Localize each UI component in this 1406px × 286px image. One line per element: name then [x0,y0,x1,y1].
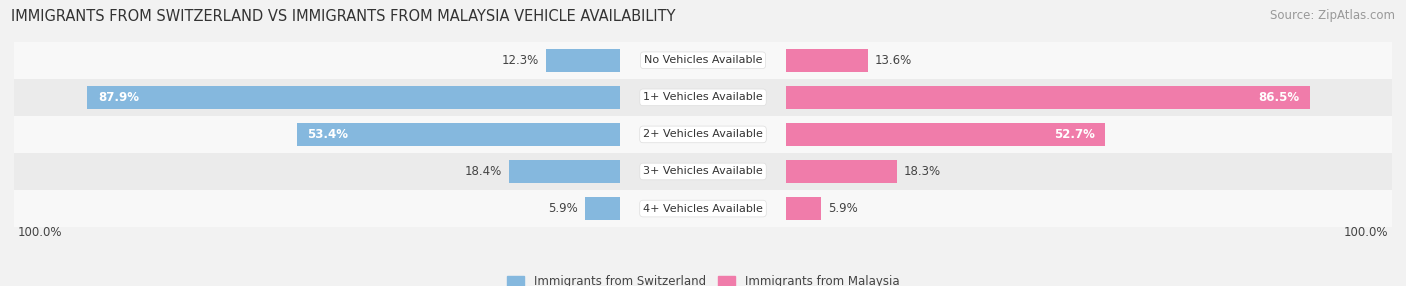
Text: 4+ Vehicles Available: 4+ Vehicles Available [643,204,763,214]
Bar [786,123,1105,146]
Text: 53.4%: 53.4% [307,128,347,141]
Text: 5.9%: 5.9% [548,202,578,215]
Bar [786,86,1310,109]
Bar [786,49,868,72]
Text: Source: ZipAtlas.com: Source: ZipAtlas.com [1270,9,1395,21]
Bar [585,197,620,220]
Text: 87.9%: 87.9% [98,91,139,104]
Text: 3+ Vehicles Available: 3+ Vehicles Available [643,166,763,176]
Text: 18.3%: 18.3% [904,165,941,178]
Bar [87,86,620,109]
Text: 100.0%: 100.0% [17,226,62,239]
Bar [297,123,620,146]
Text: 18.4%: 18.4% [464,165,502,178]
Text: 2+ Vehicles Available: 2+ Vehicles Available [643,130,763,139]
Text: IMMIGRANTS FROM SWITZERLAND VS IMMIGRANTS FROM MALAYSIA VEHICLE AVAILABILITY: IMMIGRANTS FROM SWITZERLAND VS IMMIGRANT… [11,9,676,23]
Bar [14,116,1392,153]
Bar [509,160,620,183]
Text: 100.0%: 100.0% [1344,226,1389,239]
Text: 86.5%: 86.5% [1258,91,1299,104]
Text: 1+ Vehicles Available: 1+ Vehicles Available [643,92,763,102]
Bar [14,42,1392,79]
Text: 13.6%: 13.6% [875,54,912,67]
Bar [546,49,620,72]
Text: 12.3%: 12.3% [502,54,538,67]
Text: 5.9%: 5.9% [828,202,858,215]
Bar [786,197,821,220]
Bar [14,153,1392,190]
Bar [14,79,1392,116]
Text: No Vehicles Available: No Vehicles Available [644,55,762,65]
Bar [14,190,1392,227]
Legend: Immigrants from Switzerland, Immigrants from Malaysia: Immigrants from Switzerland, Immigrants … [502,270,904,286]
Bar [786,160,897,183]
Text: 52.7%: 52.7% [1054,128,1095,141]
